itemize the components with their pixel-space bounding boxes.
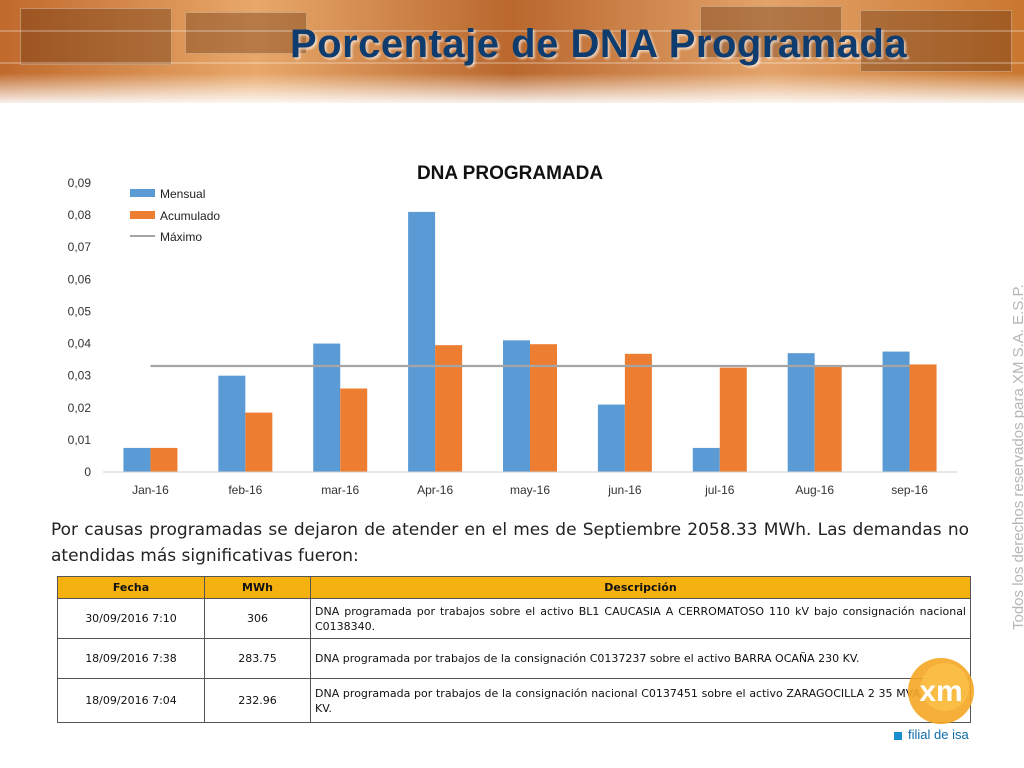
y-tick-label: 0,08 [68,208,92,222]
legend-swatch-mensual [130,189,155,197]
bar-mensual [408,211,436,472]
cell-mwh: 232.96 [204,678,311,723]
x-tick-label: jul-16 [704,483,735,497]
svg-text:xm: xm [919,675,962,708]
x-axis-ticks: Jan-16 feb-16 mar-16 Apr-16 may-16 jun-16 jul-… [132,483,928,497]
bar-acumulado [435,345,463,472]
cell-descripcion: DNA programada por trabajos de la consig… [310,678,971,723]
legend-label-acumulado: Acumulado [160,209,220,223]
cell-mwh: 306 [204,598,311,639]
bar-acumulado [245,412,273,472]
banner-fade [0,73,1024,103]
dna-events-table: Fecha MWh Descripción 30/09/2016 7:10 30… [57,576,971,723]
x-tick-label: Aug-16 [795,483,834,497]
legend-label-maximo: Máximo [160,230,202,244]
summary-paragraph: Por causas programadas se dejaron de ate… [51,520,969,566]
cell-descripcion: DNA programada por trabajos de la consig… [310,638,971,679]
legend-swatch-acumulado [130,211,155,219]
filial-square-icon [894,731,902,740]
header-banner [0,0,1024,103]
y-tick-label: 0,09 [68,176,92,190]
y-tick-label: 0,06 [68,272,92,286]
filial-text: filial de isa [908,727,969,742]
legend-label-mensual: Mensual [160,187,205,201]
bar-mensual [692,447,720,472]
y-tick-label: 0,07 [68,240,92,254]
filial-caption: filial de isa [894,727,969,742]
slide-title: Porcentaje de DNA Programada [290,22,908,66]
x-tick-label: feb-16 [228,483,262,497]
bar-mensual [503,340,530,472]
table-row: 18/09/2016 7:04 232.96 DNA programada po… [57,678,971,723]
y-tick-label: 0,04 [68,337,92,351]
table-header-row: Fecha MWh Descripción [57,576,971,599]
table-row: 30/09/2016 7:10 306 DNA programada por t… [57,598,971,639]
bar-mensual [597,404,625,472]
cell-fecha: 30/09/2016 7:10 [57,598,205,639]
bar-acumulado [814,366,842,472]
y-tick-label: 0,02 [68,401,92,415]
table-row: 18/09/2016 7:38 283.75 DNA programada po… [57,638,971,679]
banner-stripe [0,30,1024,32]
x-tick-label: Apr-16 [417,483,453,497]
y-tick-label: 0,01 [68,433,92,447]
chart-bars [123,211,937,472]
banner-screen-image [860,10,1012,72]
bar-acumulado [719,367,747,472]
bar-mensual [787,353,815,472]
banner-screen-image [185,12,307,54]
cell-fecha: 18/09/2016 7:38 [57,638,205,679]
copyright-note: Todos los derechos reservados para XM S.… [1010,284,1024,630]
x-tick-label: may-16 [510,483,550,497]
bar-mensual [313,343,341,472]
bar-acumulado [150,447,178,472]
cell-fecha: 18/09/2016 7:04 [57,678,205,723]
y-tick-label: 0,05 [68,304,92,318]
y-tick-label: 0,03 [68,369,92,383]
y-axis-ticks: 0 0,01 0,02 0,03 0,04 0,05 0,06 0,07 0,08 0,09 [68,176,92,479]
x-tick-label: sep-16 [891,483,928,497]
column-header-descripcion: Descripción [310,576,971,599]
bar-acumulado [909,364,937,472]
x-tick-label: mar-16 [321,483,359,497]
y-tick-label: 0 [84,465,91,479]
x-tick-label: jun-16 [607,483,642,497]
column-header-fecha: Fecha [57,576,205,599]
banner-screen-image [700,6,842,58]
bar-acumulado [530,344,557,472]
banner-stripe [0,62,1024,64]
chart-legend: Mensual Acumulado Máximo [130,187,220,244]
bar-acumulado [624,353,652,472]
bar-mensual [123,447,151,472]
x-tick-label: Jan-16 [132,483,169,497]
banner-screen-image [20,8,172,65]
xm-logo: xm [908,658,974,724]
cell-descripcion: DNA programada por trabajos sobre el act… [310,598,971,639]
column-header-mwh: MWh [204,576,311,599]
chart-title: DNA PROGRAMADA [417,163,603,184]
cell-mwh: 283.75 [204,638,311,679]
bar-mensual [882,351,910,472]
bar-mensual [218,375,246,472]
bar-acumulado [340,388,368,472]
